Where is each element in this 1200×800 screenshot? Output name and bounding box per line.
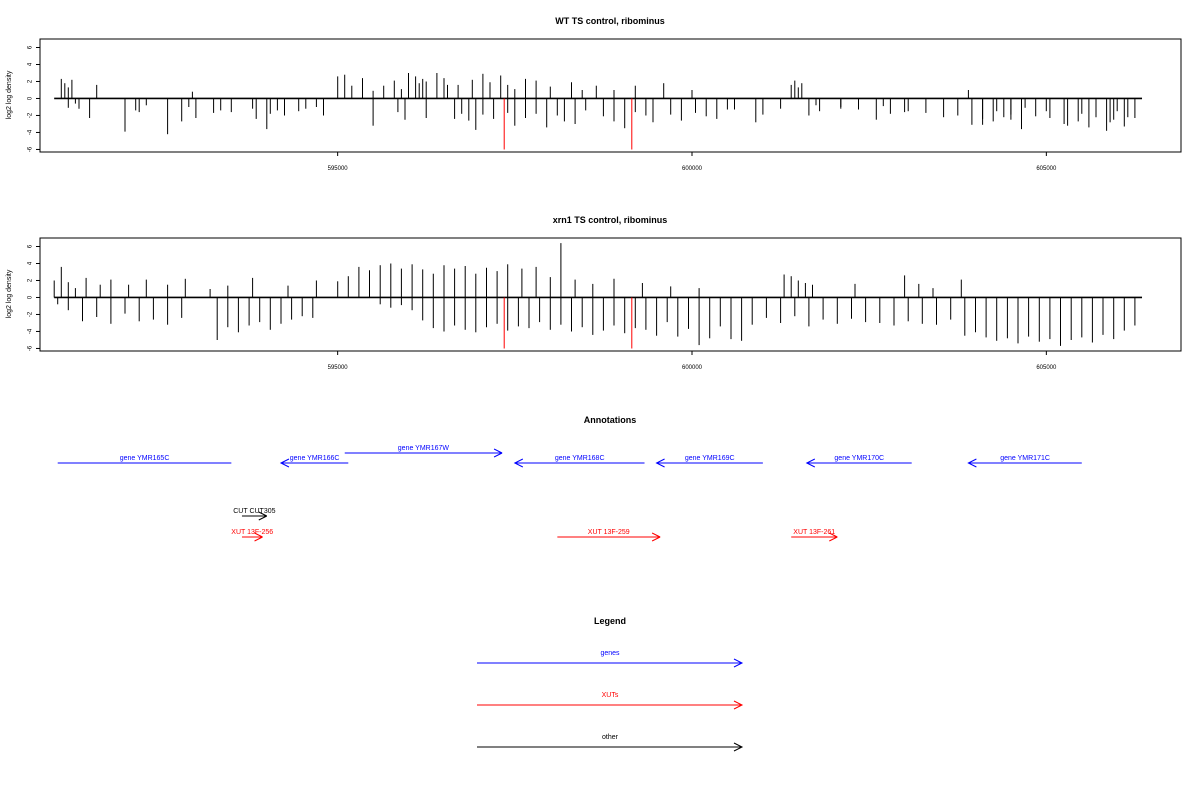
xrn1-y-tick-label: 4 — [28, 261, 34, 265]
arrow-left-icon — [513, 458, 524, 468]
legend-items: genes XUTs other — [477, 650, 744, 752]
annotation-label: gene YMR170C — [834, 455, 884, 462]
arrow-right-icon — [258, 511, 268, 521]
wt-y-tick-label: -4 — [28, 129, 34, 135]
wt-y-tick-label: 0 — [28, 96, 34, 100]
wt-y-axis-label: log2 log density — [6, 70, 13, 119]
xrn1-y-tick-label: 2 — [28, 278, 34, 282]
annotation-xut: XUT 13F-256 — [231, 529, 273, 542]
arrow-right-icon — [733, 742, 744, 752]
legend-item: XUTs — [477, 692, 744, 710]
arrow-right-icon — [733, 658, 744, 668]
annotation-xut: XUT 13F-259 — [557, 529, 661, 542]
annotation-label: XUT 13F-261 — [793, 529, 835, 536]
annotation-label: gene YMR167W — [398, 445, 450, 452]
annotation-other: CUT CUT305 — [233, 508, 276, 521]
annotation-label: gene YMR169C — [685, 455, 735, 462]
xrn1-y-tick-label: -4 — [28, 328, 34, 334]
arrow-left-icon — [279, 458, 290, 468]
annotations-title: Annotations — [584, 415, 637, 425]
wt-y-tick-label: -2 — [28, 112, 34, 118]
annotation-gene: gene YMR167W — [344, 445, 503, 458]
arrow-left-icon — [967, 458, 977, 468]
legend-label: XUTs — [602, 692, 619, 699]
legend-label: genes — [600, 650, 620, 657]
wt-density-bars — [54, 73, 1143, 150]
annotation-label: XUT 13F-259 — [588, 529, 630, 536]
annotation-gene: gene YMR170C — [805, 455, 912, 468]
legend-item: other — [477, 734, 744, 752]
wt-y-ticks: -6 -4 -2 0 2 4 6 — [28, 45, 40, 152]
wt-x-tick-label: 605000 — [1036, 166, 1057, 172]
xrn1-y-axis-label: log2 log density — [6, 269, 13, 318]
annotation-gene: gene YMR169C — [655, 455, 763, 468]
wt-x-tick-label: 595000 — [328, 166, 349, 172]
arrow-right-icon — [829, 532, 838, 542]
annotation-label: XUT 13F-256 — [231, 529, 273, 536]
annotation-features: gene YMR165C gene YMR166C gene YMR167W gene… — [57, 445, 1082, 542]
wt-y-tick-label: 6 — [28, 45, 34, 49]
annotation-gene: gene YMR171C — [967, 455, 1082, 468]
xrn1-x-tick-label: 600000 — [682, 365, 703, 371]
arrow-left-icon — [805, 458, 816, 468]
annotation-label: gene YMR171C — [1000, 455, 1050, 462]
annotations-track: Annotations gene YMR165C gene YMR166Cgene… — [57, 415, 1082, 542]
arrow-right-icon — [493, 448, 503, 458]
wt-x-ticks: 595000 600000 605000 — [328, 152, 1057, 172]
wt-y-tick-label: -6 — [28, 146, 34, 152]
legend: Legend genes XUTs other — [477, 616, 744, 752]
wt-plot-frame — [39, 38, 1182, 153]
wt-x-tick-label: 600000 — [682, 166, 703, 172]
legend-title: Legend — [594, 616, 626, 626]
xrn1-density-panel: xrn1 TS control, ribominus log2 log dens… — [6, 215, 1182, 371]
arrow-left-icon — [655, 458, 665, 468]
annotation-gene: gene YMR166C — [279, 455, 349, 468]
annotation-label: gene YMR168C — [555, 455, 605, 462]
legend-label: other — [602, 734, 619, 741]
wt-panel-title: WT TS control, ribominus — [555, 16, 665, 26]
xrn1-y-tick-label: 0 — [28, 295, 34, 299]
xrn1-x-tick-label: 605000 — [1036, 365, 1057, 371]
wt-y-tick-label: 2 — [28, 79, 34, 83]
wt-density-panel: WT TS control, ribominus log2 log densit… — [6, 16, 1182, 172]
xrn1-y-tick-label: 6 — [28, 244, 34, 248]
annotation-gene: gene YMR168C — [513, 455, 645, 468]
xrn1-panel-title: xrn1 TS control, ribominus — [553, 215, 668, 225]
annotation-label: gene YMR165C — [120, 455, 170, 462]
arrow-right-icon — [733, 700, 744, 710]
xrn1-density-bars — [53, 243, 1143, 349]
annotation-xut: XUT 13F-261 — [791, 529, 838, 542]
xrn1-plot-frame — [39, 237, 1182, 352]
xrn1-x-ticks: 595000 600000 605000 — [328, 351, 1057, 371]
xrn1-y-tick-label: -6 — [28, 345, 34, 351]
xrn1-y-tick-label: -2 — [28, 311, 34, 317]
arrow-right-icon — [254, 532, 263, 542]
legend-item: genes — [477, 650, 744, 668]
annotation-label: gene YMR166C — [290, 455, 340, 462]
annotation-gene: gene YMR165C — [57, 455, 232, 464]
xrn1-y-ticks: -6 -4 -2 0 2 4 6 — [28, 244, 40, 351]
arrow-right-icon — [651, 532, 661, 542]
xrn1-x-tick-label: 595000 — [328, 365, 349, 371]
wt-y-tick-label: 4 — [28, 62, 34, 66]
annotation-label: CUT CUT305 — [233, 508, 275, 515]
